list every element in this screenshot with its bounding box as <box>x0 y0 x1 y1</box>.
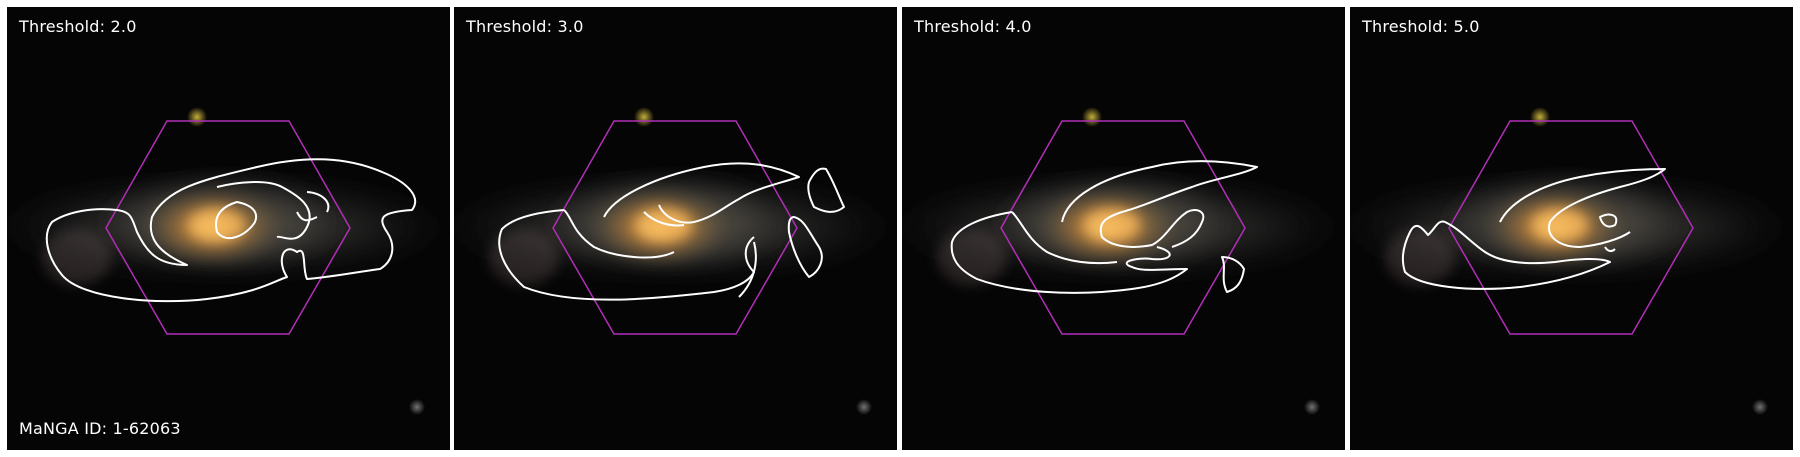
galaxy-image <box>454 7 897 450</box>
threshold-label: Threshold: 2.0 <box>19 17 137 36</box>
galaxy-image <box>1350 7 1793 450</box>
contour-lines <box>1401 168 1666 290</box>
manga-id-label: MaNGA ID: 1-62063 <box>19 419 181 438</box>
ifu-hexagon <box>1448 120 1694 335</box>
galaxy-image <box>902 7 1345 450</box>
threshold-label: Threshold: 5.0 <box>1362 17 1480 36</box>
panel-threshold-2: Threshold: 2.0 MaNGA ID: 1-62063 <box>7 7 450 450</box>
threshold-value: 4.0 <box>1005 17 1032 36</box>
threshold-label: Threshold: 3.0 <box>466 17 584 36</box>
threshold-value: 2.0 <box>110 17 137 36</box>
threshold-value: 5.0 <box>1453 17 1480 36</box>
galaxy-image <box>7 7 450 450</box>
ifu-hexagon <box>1000 120 1246 335</box>
panel-threshold-5: Threshold: 5.0 <box>1350 7 1793 450</box>
threshold-label: Threshold: 4.0 <box>914 17 1032 36</box>
contour-lines <box>45 158 417 303</box>
ifu-hexagon <box>105 120 351 335</box>
galaxy-glow <box>1350 107 1793 415</box>
threshold-value: 3.0 <box>557 17 584 36</box>
contour-lines <box>950 160 1258 294</box>
manga-id-value: 1-62063 <box>112 419 181 438</box>
panel-threshold-4: Threshold: 4.0 <box>902 7 1345 450</box>
panel-threshold-3: Threshold: 3.0 <box>454 7 897 450</box>
contour-lines <box>498 162 845 301</box>
ifu-hexagon <box>552 120 798 335</box>
